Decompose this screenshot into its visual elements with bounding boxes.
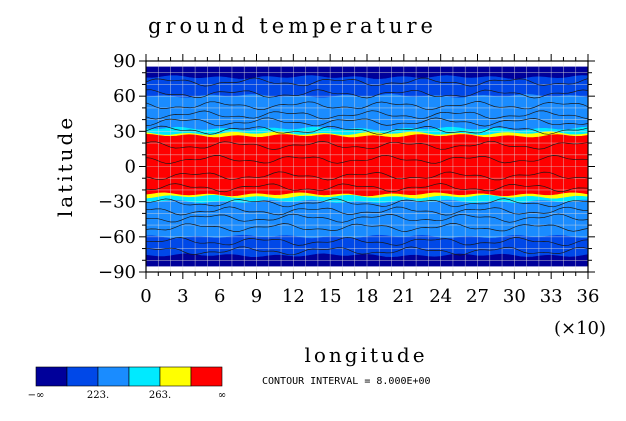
y-axis-label: latitude xyxy=(53,115,77,217)
y-tick-label: −30 xyxy=(98,192,136,213)
contour-line xyxy=(145,236,589,246)
contour-line xyxy=(145,89,589,99)
colorbar-swatch-4 xyxy=(159,366,192,387)
colorbar xyxy=(35,366,223,387)
contour-line xyxy=(145,101,589,111)
x-tick-labels: 0 3 6 9 12 15 18 21 24 27 30 33 36 xyxy=(140,286,599,307)
x-tick-label: 12 xyxy=(282,286,305,307)
x-tick-label: 9 xyxy=(251,286,262,307)
colorbar-swatch-3 xyxy=(128,366,161,387)
x-tick-label: 21 xyxy=(392,286,415,307)
contour-lines xyxy=(145,77,589,256)
y-tick-label: 30 xyxy=(113,121,136,142)
x-tick-label: 0 xyxy=(140,286,151,307)
contour-line xyxy=(145,125,589,135)
contour-line xyxy=(145,223,589,232)
contour-line xyxy=(145,110,589,120)
contour-line xyxy=(145,77,589,87)
colorbar-label: −∞ xyxy=(28,390,45,401)
x-tick-label: 24 xyxy=(429,286,452,307)
x-tick-label: 15 xyxy=(319,286,342,307)
x-tick-label: 3 xyxy=(177,286,188,307)
y-tick-label: 0 xyxy=(125,157,136,178)
x-tick-label: 18 xyxy=(356,286,379,307)
contour-line xyxy=(145,117,589,127)
contour-line xyxy=(145,198,589,208)
contour-line xyxy=(145,140,589,150)
axes xyxy=(139,54,595,279)
x-axis-label: longitude xyxy=(304,343,427,367)
contour-line xyxy=(145,246,589,256)
x-tick-label: 6 xyxy=(214,286,225,307)
contour-line xyxy=(145,206,589,216)
contour-line xyxy=(145,213,589,223)
colorbar-label: 263. xyxy=(149,390,171,401)
y-tick-label: −90 xyxy=(98,262,136,283)
x-tick-label: 27 xyxy=(466,286,489,307)
contour-interval-note: CONTOUR INTERVAL = 8.000E+00 xyxy=(262,376,431,387)
contour-line xyxy=(145,171,589,181)
colorbar-label: 223. xyxy=(87,390,109,401)
colorbar-swatch-0 xyxy=(35,366,68,387)
contour-line xyxy=(145,154,589,164)
chart-title: ground temperature xyxy=(148,14,437,38)
contour-line xyxy=(145,183,589,193)
colorbar-swatch-1 xyxy=(66,366,99,387)
x-tick-label: 33 xyxy=(540,286,563,307)
y-tick-label: −60 xyxy=(98,227,136,248)
x-tick-label: 36 xyxy=(577,286,600,307)
colorbar-swatch-2 xyxy=(97,366,130,387)
x-tick-label: 30 xyxy=(503,286,526,307)
y-tick-label: 60 xyxy=(113,86,136,107)
grid-lines xyxy=(145,60,589,273)
y-tick-labels: 90 60 30 0 −30 −60 −90 xyxy=(98,51,136,283)
colorbar-label: ∞ xyxy=(218,390,226,401)
colorbar-labels: −∞ 223. 263. ∞ xyxy=(28,390,227,401)
colorbar-swatch-5 xyxy=(190,366,223,387)
x-axis-multiplier: (×10) xyxy=(554,318,606,339)
y-tick-label: 90 xyxy=(113,51,136,72)
